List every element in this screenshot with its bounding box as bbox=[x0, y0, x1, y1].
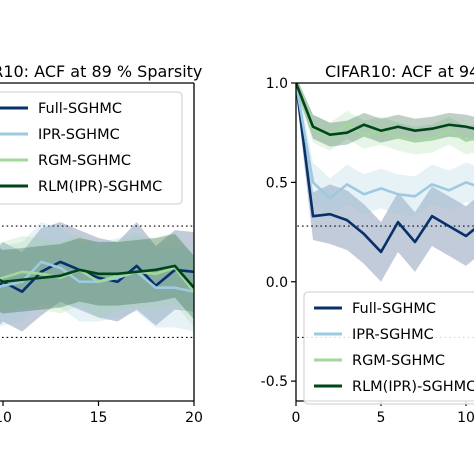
right-band-rlm-ipr-sghmc bbox=[296, 83, 474, 147]
right-ytick-label-1: 1.0 bbox=[266, 76, 288, 92]
left-plot-area bbox=[0, 222, 194, 338]
right-ytick-label--0.5: -0.5 bbox=[261, 374, 288, 390]
right-band-ipr-sghmc bbox=[296, 83, 474, 219]
left-chart-title: CIFAR10: ACF at 89 % Sparsity bbox=[0, 62, 202, 81]
right-legend-label-full-sghmc: Full-SGHMC bbox=[352, 301, 436, 317]
left-line-rlm-ipr-sghmc bbox=[0, 264, 194, 289]
left-x-ticks: 10 15 20 bbox=[0, 401, 203, 426]
left-legend-label-ipr-sghmc: IPR-SGHMC bbox=[38, 127, 120, 143]
left-legend-frame bbox=[0, 91, 183, 205]
right-legend-label-rgm-sghmc: RGM-SGHMC bbox=[352, 353, 445, 369]
right-acf-panel: CIFAR10: ACF at 94 % Sparsity 0 5 10 1.0 0.5… bbox=[261, 62, 474, 426]
right-legend: Full-SGHMC IPR-SGHMC RGM-SGHMC RLM(IPR)-SGH… bbox=[303, 291, 474, 405]
right-ytick-label-0: 0.0 bbox=[266, 275, 288, 291]
right-xtick-label-5: 5 bbox=[377, 410, 386, 426]
right-chart-title: CIFAR10: ACF at 94 % Sparsity bbox=[325, 62, 474, 81]
right-line-full-sghmc bbox=[296, 83, 474, 254]
right-line-ipr-sghmc bbox=[296, 83, 474, 200]
left-legend: Full-SGHMC IPR-SGHMC RGM-SGHMC RLM(IPR)-SGH… bbox=[0, 91, 183, 205]
left-legend-label-rgm-sghmc: RGM-SGHMC bbox=[38, 153, 131, 169]
right-band-rgm-sghmc bbox=[296, 83, 474, 155]
right-band-full-sghmc bbox=[296, 83, 474, 282]
right-xtick-label-0: 0 bbox=[292, 410, 301, 426]
left-acf-panel: CIFAR10: ACF at 89 % Sparsity 10 15 20 Ful… bbox=[0, 62, 203, 426]
right-legend-label-rlm-ipr-sghmc: RLM(IPR)-SGHMC bbox=[352, 379, 474, 395]
right-line-rlm-ipr-sghmc bbox=[296, 83, 474, 136]
left-xtick-label-20: 20 bbox=[185, 410, 203, 426]
left-xtick-label-15: 15 bbox=[90, 410, 108, 426]
right-legend-frame bbox=[303, 291, 474, 405]
left-legend-label-full-sghmc: Full-SGHMC bbox=[38, 101, 122, 117]
right-line-rgm-sghmc bbox=[296, 83, 474, 142]
right-legend-label-ipr-sghmc: IPR-SGHMC bbox=[352, 327, 434, 343]
right-axis-ticks: 0 5 10 1.0 0.5 0.0 -0.5 bbox=[261, 76, 474, 426]
right-ytick-label-0.5: 0.5 bbox=[266, 175, 288, 191]
right-xtick-label-10: 10 bbox=[457, 410, 474, 426]
left-xtick-label-10: 10 bbox=[0, 410, 12, 426]
left-legend-label-rlm-ipr-sghmc: RLM(IPR)-SGHMC bbox=[38, 179, 162, 195]
